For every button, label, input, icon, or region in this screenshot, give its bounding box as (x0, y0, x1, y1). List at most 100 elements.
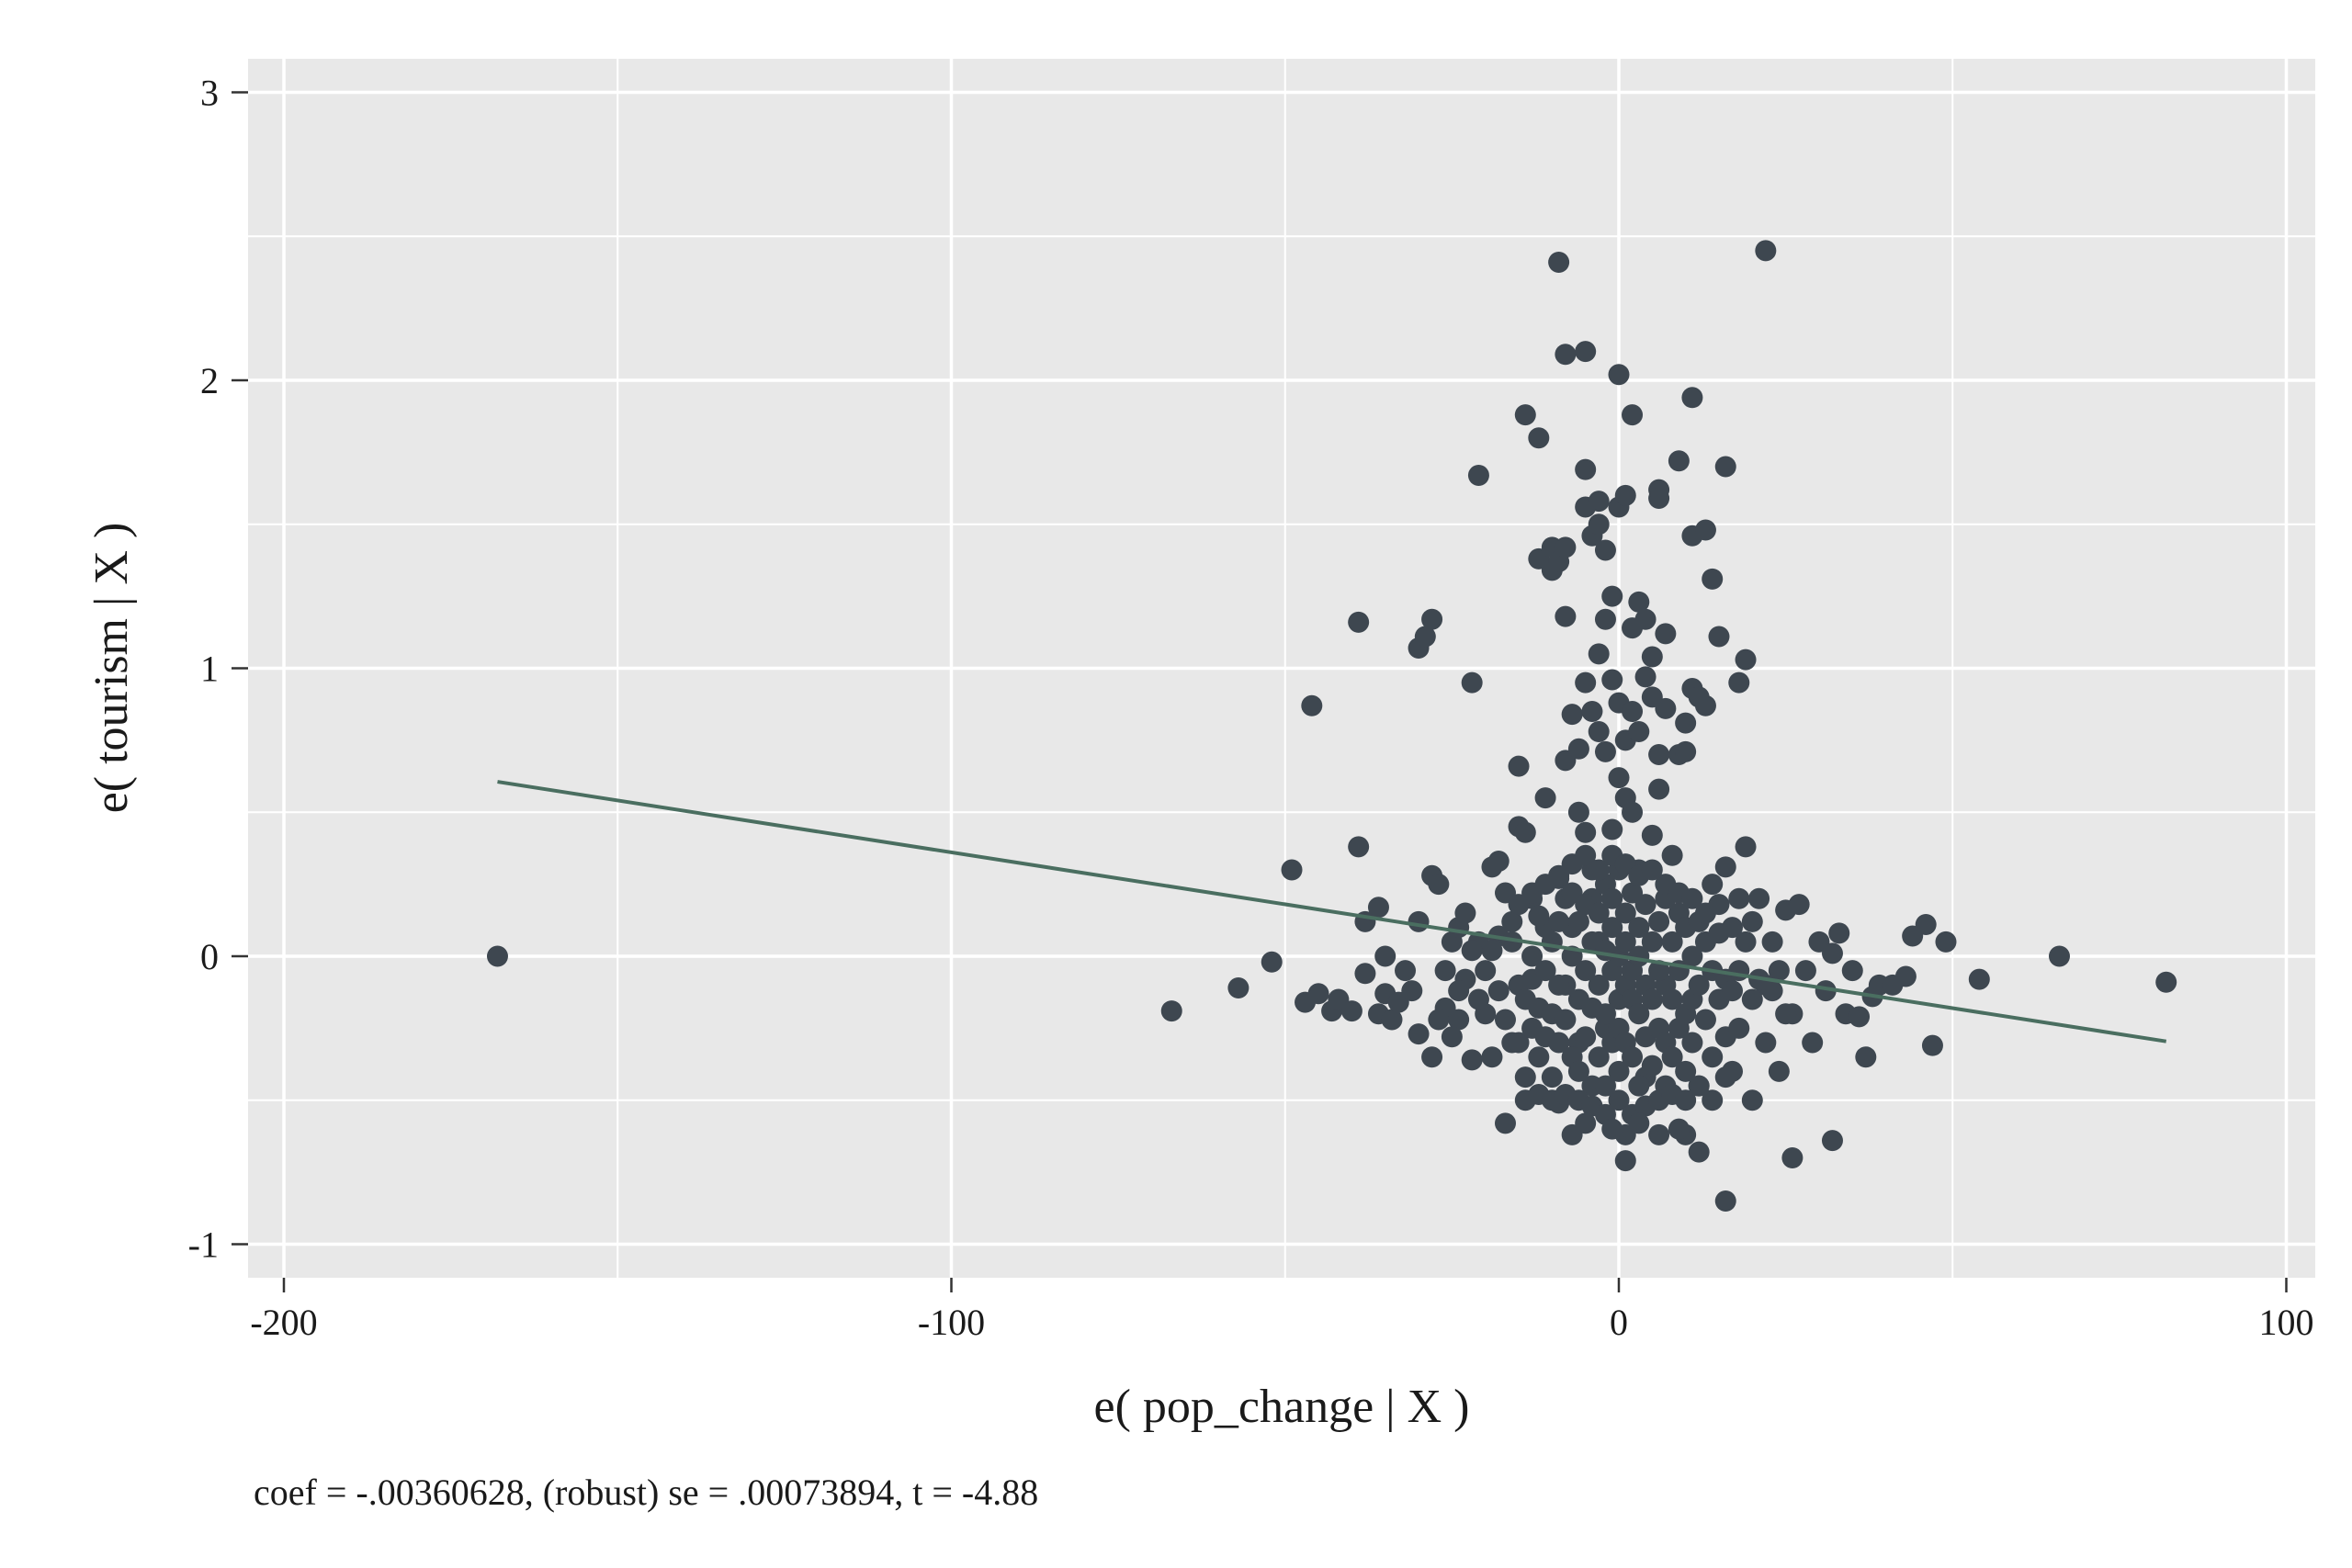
data-point (1548, 910, 1570, 932)
data-point (1802, 1032, 1824, 1054)
data-point (1608, 1089, 1630, 1111)
data-point (1641, 646, 1663, 668)
data-point (1434, 960, 1456, 982)
data-point (1661, 1046, 1683, 1068)
data-point (1648, 488, 1670, 510)
data-point (1281, 859, 1303, 881)
data-point (1528, 1046, 1550, 1068)
data-point (1555, 605, 1577, 627)
data-point (1675, 1060, 1697, 1082)
data-point (1567, 738, 1589, 760)
data-point (1601, 585, 1623, 607)
data-point (1160, 1000, 1182, 1022)
data-point (1768, 960, 1790, 982)
data-point (1648, 960, 1670, 982)
data-point (1514, 821, 1536, 843)
data-point (1628, 1112, 1650, 1134)
data-point (1668, 450, 1690, 472)
x-tick-label: -200 (250, 1302, 317, 1343)
data-point (1561, 704, 1583, 726)
data-point (1428, 874, 1450, 896)
data-point (1567, 801, 1589, 823)
data-point (1821, 1130, 1843, 1152)
data-point (1614, 484, 1636, 506)
data-point (1761, 980, 1783, 1002)
data-point (1968, 968, 1990, 990)
data-point (1788, 894, 1810, 916)
data-point (1408, 910, 1430, 932)
data-point (1348, 836, 1370, 858)
data-point (1475, 960, 1497, 982)
data-point (1714, 1066, 1736, 1089)
data-point (1467, 464, 1489, 486)
data-point (1648, 1123, 1670, 1145)
data-point (1575, 821, 1597, 843)
x-tick-label: 0 (1610, 1302, 1628, 1343)
data-point (1487, 980, 1510, 1002)
data-point (1594, 539, 1616, 561)
data-point (1694, 694, 1716, 716)
data-point (1694, 519, 1716, 541)
data-point (1728, 1017, 1750, 1039)
data-point (1575, 1026, 1597, 1048)
grid-lines (248, 59, 2315, 1278)
y-axis-title: e( tourism | X ) (85, 523, 138, 814)
data-point (1521, 945, 1544, 967)
data-point (2048, 945, 2070, 967)
data-point (1534, 960, 1556, 982)
data-point (1761, 931, 1783, 953)
data-point (1575, 458, 1597, 480)
data-point (1588, 513, 1610, 536)
data-point (1681, 945, 1703, 967)
data-point (1768, 1060, 1790, 1082)
data-point (1601, 1118, 1623, 1140)
data-point (1614, 902, 1636, 924)
data-point (1601, 818, 1623, 840)
data-point (1634, 666, 1657, 688)
data-point (1775, 1003, 1797, 1025)
data-point (1661, 844, 1683, 866)
data-point (1448, 980, 1470, 1002)
data-point (1628, 591, 1650, 613)
data-point (1348, 611, 1370, 633)
data-point (1741, 1089, 1763, 1111)
data-point (1575, 960, 1597, 982)
data-point (1915, 914, 1937, 936)
data-point (486, 945, 508, 967)
data-point (1728, 887, 1750, 909)
data-point (1594, 1075, 1616, 1097)
data-point (1541, 1066, 1563, 1089)
data-point (1514, 404, 1536, 426)
data-point (1581, 701, 1603, 723)
data-point (1588, 902, 1610, 924)
data-point (1548, 1032, 1570, 1054)
data-point (1421, 1046, 1443, 1068)
data-point (1828, 922, 1850, 944)
data-point (1481, 1046, 1503, 1068)
data-point (1702, 1089, 1724, 1111)
data-point (1487, 851, 1510, 873)
fit-line-group (497, 780, 2167, 1043)
data-point (1702, 1046, 1724, 1068)
data-point (1601, 917, 1623, 939)
data-point (1588, 643, 1610, 665)
data-point (1374, 945, 1396, 967)
data-point (1668, 1118, 1690, 1140)
data-point (1408, 1023, 1430, 1045)
data-point (1501, 910, 1523, 932)
data-point (1735, 836, 1757, 858)
y-tick-label: 0 (200, 936, 219, 977)
data-point (1708, 894, 1730, 916)
data-point (1461, 940, 1483, 962)
data-point (1855, 1046, 1877, 1068)
data-point (1628, 720, 1650, 742)
data-point (1381, 1009, 1403, 1031)
data-point (1588, 491, 1610, 513)
data-point (1301, 694, 1323, 716)
data-point (1622, 1046, 1644, 1068)
data-point (1575, 341, 1597, 363)
data-point (1367, 897, 1389, 919)
data-point (1702, 874, 1724, 896)
data-point (1528, 905, 1550, 927)
data-point (1675, 712, 1697, 734)
